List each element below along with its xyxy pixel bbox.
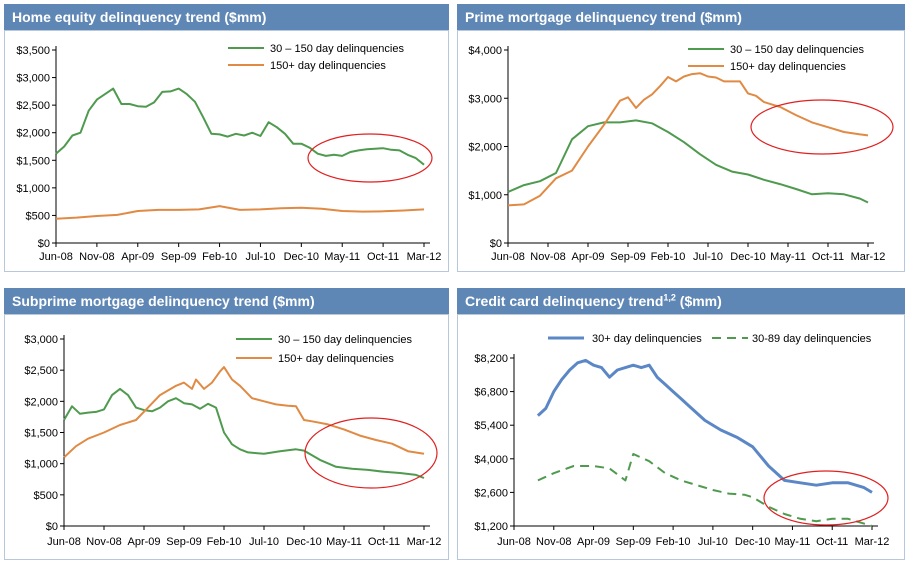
x-tick-label: Jul-10	[249, 536, 279, 548]
panel-body	[4, 30, 449, 272]
y-tick-label: $6,800	[474, 387, 508, 399]
series-line-0	[55, 87, 425, 166]
x-tick-label: Apr-09	[121, 251, 154, 263]
x-tick-label: Nov-08	[536, 536, 571, 548]
highlight-ellipse	[304, 417, 438, 489]
x-tick-label: Jul-10	[698, 536, 728, 548]
y-tick-label: $1,500	[24, 428, 58, 440]
y-tick-label: $4,000	[474, 454, 508, 466]
x-tick-label: Mar-12	[851, 251, 886, 263]
y-tick-label: $0	[490, 238, 502, 250]
x-tick-label: May-11	[326, 536, 362, 548]
x-tick-label: Feb-10	[202, 251, 237, 263]
legend-label: 150+ day delinquencies	[278, 353, 394, 365]
x-tick-label: Nov-08	[86, 536, 121, 548]
legend-label: 30 – 150 day delinquencies	[270, 43, 404, 55]
highlight-ellipse	[750, 99, 894, 155]
highlight-ellipse	[307, 133, 433, 183]
y-tick-label: $1,200	[474, 521, 508, 533]
chart-0: $0 $500 $1,000 $1,500 $2,000 $2,500 $3,000 $3,5…	[16, 43, 441, 263]
series-line-1	[537, 453, 873, 527]
x-tick-label: Feb-10	[207, 536, 242, 548]
panel-body	[457, 30, 905, 272]
y-tick-label: $2,500	[16, 100, 50, 112]
legend-label: 150+ day delinquencies	[270, 60, 386, 72]
x-tick-label: Oct-11	[368, 536, 400, 548]
x-tick-label: Jul-10	[693, 251, 723, 263]
chart-1: $0 $1,000 $2,000 $3,000 $4,000 Jun-08 Nov-08 Ap…	[468, 44, 894, 263]
x-tick-label: Jun-08	[497, 536, 531, 548]
panel-title: Home equity delinquency trend ($mm)	[4, 4, 449, 30]
y-tick-label: $2,000	[24, 396, 58, 408]
y-tick-label: $5,400	[474, 420, 508, 432]
x-tick-label: Sep-09	[161, 251, 196, 263]
x-tick-label: Nov-08	[530, 251, 565, 263]
x-tick-label: Dec-10	[286, 536, 321, 548]
x-tick-label: May-11	[770, 251, 806, 263]
x-tick-label: Mar-12	[855, 536, 890, 548]
x-tick-label: Apr-09	[577, 536, 610, 548]
series-line-1	[507, 72, 869, 207]
y-tick-label: $2,600	[474, 487, 508, 499]
y-tick-label: $3,000	[24, 334, 58, 346]
series-line-1	[63, 366, 425, 459]
series-line-0	[63, 387, 425, 479]
panel-title: Credit card delinquency trend1,2 ($mm)	[457, 288, 905, 314]
series-line-1	[55, 205, 425, 220]
x-tick-label: Sep-09	[616, 536, 651, 548]
x-tick-label: Nov-08	[79, 251, 114, 263]
highlight-ellipse	[763, 470, 889, 526]
x-tick-label: Jun-08	[39, 251, 73, 263]
x-tick-label: Sep-09	[610, 251, 645, 263]
legend-label: 30-89 day delinquencies	[752, 333, 872, 345]
series-line-0	[507, 119, 869, 204]
legend-label: 30 – 150 day delinquencies	[278, 334, 412, 346]
legend-label: 30 – 150 day delinquencies	[730, 44, 864, 56]
y-tick-label: $3,500	[16, 45, 50, 57]
y-tick-label: $1,000	[468, 190, 502, 202]
y-tick-label: $2,500	[24, 365, 58, 377]
y-tick-label: $4,000	[468, 45, 502, 57]
y-tick-label: $2,000	[16, 128, 50, 140]
chart-3: $1,200 $2,600 $4,000 $5,400 $6,800 $8,200 Jun-…	[474, 333, 889, 548]
x-tick-label: Dec-10	[735, 536, 770, 548]
x-tick-label: Dec-10	[730, 251, 765, 263]
x-tick-label: Oct-11	[367, 251, 399, 263]
y-tick-label: $500	[26, 210, 50, 222]
chart-panel-home-equity: Home equity delinquency trend ($mm)	[4, 4, 449, 272]
chart-panel-prime-mortgage: Prime mortgage delinquency trend ($mm)	[457, 4, 905, 272]
y-tick-label: $3,000	[16, 73, 50, 85]
y-tick-label: $1,000	[24, 459, 58, 471]
panel-title: Prime mortgage delinquency trend ($mm)	[457, 4, 905, 30]
y-tick-label: $3,000	[468, 93, 502, 105]
y-tick-label: $8,200	[474, 353, 508, 365]
x-tick-label: Jun-08	[47, 536, 81, 548]
y-tick-label: $0	[38, 238, 50, 250]
x-tick-label: Feb-10	[656, 536, 691, 548]
y-tick-label: $1,500	[16, 155, 50, 167]
legend-label: 150+ day delinquencies	[730, 61, 846, 73]
x-tick-label: Dec-10	[284, 251, 319, 263]
x-tick-label: May-11	[775, 536, 811, 548]
chart-2: $0 $500 $1,000 $1,500 $2,000 $2,500 $3,000 Jun-…	[24, 334, 441, 548]
x-tick-label: Sep-09	[166, 536, 201, 548]
y-tick-label: $1,000	[16, 183, 50, 195]
series-line-0	[536, 358, 873, 494]
y-tick-label: $500	[34, 490, 58, 502]
x-tick-label: Apr-09	[127, 536, 160, 548]
y-tick-label: $2,000	[468, 142, 502, 154]
x-tick-label: Apr-09	[571, 251, 604, 263]
x-tick-label: Mar-12	[407, 536, 442, 548]
x-tick-label: Jun-08	[491, 251, 525, 263]
x-tick-label: Oct-11	[816, 536, 848, 548]
x-tick-label: Jul-10	[245, 251, 275, 263]
x-tick-label: Oct-11	[812, 251, 844, 263]
y-tick-label: $0	[46, 521, 58, 533]
legend-label: 30+ day delinquencies	[592, 333, 702, 345]
panel-title: Subprime mortgage delinquency trend ($mm…	[4, 288, 449, 314]
x-tick-label: May-11	[324, 251, 360, 263]
x-tick-label: Mar-12	[407, 251, 442, 263]
x-tick-label: Feb-10	[651, 251, 686, 263]
